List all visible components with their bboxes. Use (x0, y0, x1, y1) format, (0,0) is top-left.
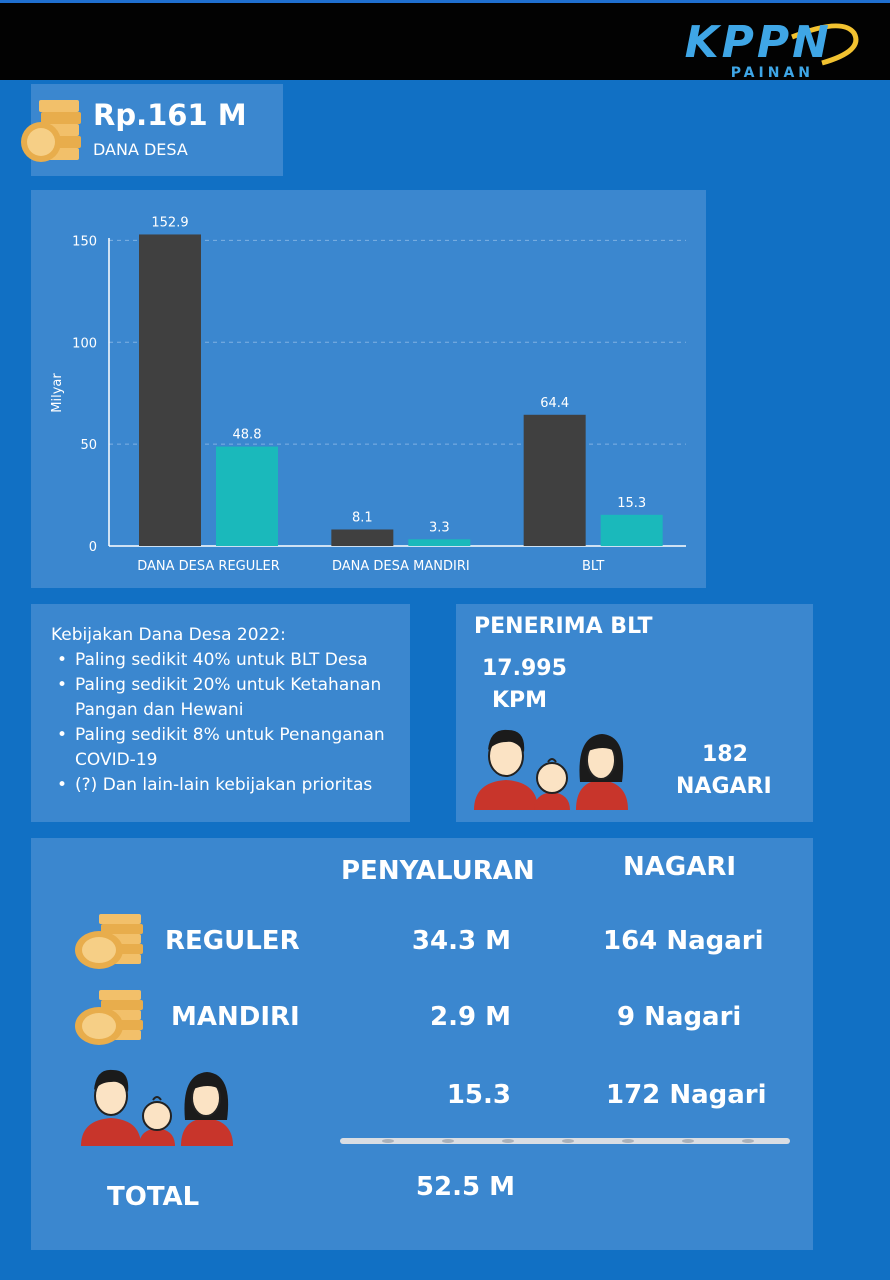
y-tick-label: 100 (72, 336, 97, 351)
row-value: 34.3 M (411, 926, 511, 956)
bar (139, 234, 201, 546)
data-label: 3.3 (429, 520, 450, 535)
logo-subtext: PAINAN (730, 65, 814, 81)
column-header-penyaluran: PENYALURAN (341, 856, 535, 886)
policy-item: Paling sedikit 20% untuk Ketahanan Panga… (51, 673, 410, 723)
family-icon (81, 1069, 233, 1146)
policy-item: (?) Dan lain-lain kebijakan prioritas (51, 773, 410, 798)
y-axis-label: Milyar (50, 373, 65, 413)
column-header-nagari: NAGARI (623, 852, 737, 882)
bar (216, 446, 278, 546)
policy-list: Paling sedikit 40% untuk BLT Desa Paling… (51, 648, 410, 798)
coins-icon (75, 990, 143, 1045)
row-label: REGULER (165, 926, 300, 956)
data-label: 64.4 (540, 396, 569, 411)
y-tick-label: 0 (89, 540, 97, 555)
nagari-count-unit: NAGARI (676, 774, 772, 799)
y-tick-label: 150 (72, 234, 97, 249)
coins-icon (21, 100, 81, 162)
top-bar: KPPN PAINAN (0, 0, 890, 81)
header-summary: Rp.161 M DANA DESA (21, 84, 283, 176)
coins-icon (75, 914, 143, 969)
policy-panel: Kebijakan Dana Desa 2022: Paling sedikit… (31, 604, 410, 822)
nagari-count-value: 182 (702, 742, 748, 767)
policy-item: Paling sedikit 8% untuk Penanganan COVID… (51, 723, 410, 773)
kppn-logo: KPPN PAINAN (642, 11, 872, 81)
bar (523, 414, 586, 546)
logo-text: KPPN (684, 17, 832, 68)
row-nagari: 172 Nagari (606, 1080, 767, 1110)
row-label: MANDIRI (171, 1002, 300, 1032)
total-divider (340, 1138, 790, 1144)
row-value: 15.3 (446, 1080, 511, 1110)
data-label: 8.1 (352, 510, 373, 525)
total-label: DANA DESA (93, 140, 188, 159)
distribution-panel: PENYALURAN NAGARI REGULER 34.3 M 164 Nag… (31, 838, 813, 1250)
total-label: TOTAL (107, 1182, 200, 1212)
x-tick-label: DANA DESA REGULER (137, 559, 280, 574)
kpm-value: 17.995 (482, 656, 567, 681)
bar (408, 539, 471, 546)
row-nagari: 164 Nagari (603, 926, 764, 956)
policy-item: Paling sedikit 40% untuk BLT Desa (51, 648, 410, 673)
row-value: 2.9 M (430, 1002, 511, 1032)
row-nagari: 9 Nagari (617, 1002, 742, 1032)
bar-chart: 0 50 100 150 Milyar 152.9 48.8 DANA DESA REGULE… (50, 215, 686, 574)
total-amount: Rp.161 M (93, 98, 247, 132)
data-label: 48.8 (233, 428, 262, 443)
bar (331, 529, 394, 546)
blt-title: PENERIMA BLT (474, 614, 653, 639)
bar (600, 514, 663, 546)
x-tick-label: DANA DESA MANDIRI (332, 559, 470, 574)
data-label: 15.3 (617, 496, 646, 511)
family-icon (474, 729, 628, 810)
blt-recipients-panel: PENERIMA BLT 17.995 KPM 182 NAGARI (456, 604, 813, 822)
data-label: 152.9 (151, 215, 188, 230)
policy-title: Kebijakan Dana Desa 2022: (51, 625, 286, 645)
bar-chart-panel: 0 50 100 150 Milyar 152.9 48.8 DANA DESA REGULE… (31, 190, 706, 588)
total-value: 52.5 M (415, 1172, 515, 1202)
y-tick-label: 50 (80, 438, 97, 453)
kpm-unit: KPM (492, 688, 548, 713)
x-tick-label: BLT (582, 559, 604, 574)
